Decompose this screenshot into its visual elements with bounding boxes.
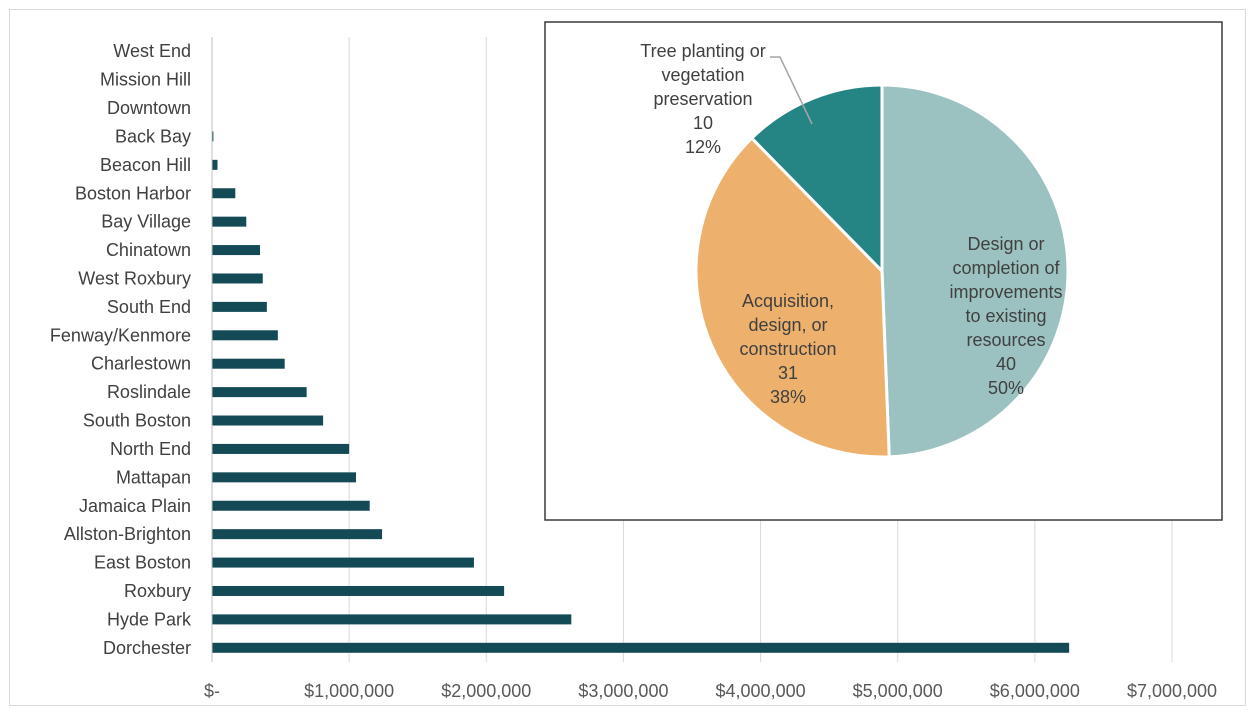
- category-label-boston-harbor: Boston Harbor: [75, 183, 191, 203]
- x-tick-label: $6,000,000: [990, 681, 1080, 701]
- pie-leader-line: [770, 56, 813, 125]
- category-label-west-roxbury: West Roxbury: [78, 268, 191, 288]
- bar-series: [212, 131, 1070, 653]
- x-axis-tick-labels: $- $1,000,000 $2,000,000 $3,000,000 $4,000,0…: [204, 681, 1217, 701]
- category-label-north-end: North End: [110, 439, 191, 459]
- bar-jamaica-plain: [212, 500, 370, 511]
- pie-inset: Design or completion of improvements to exi…: [544, 21, 1223, 521]
- bar-west-roxbury: [212, 273, 263, 284]
- bar-roxbury: [212, 585, 505, 596]
- bar-east-boston: [212, 557, 474, 568]
- bar-bay-village: [212, 216, 247, 227]
- category-label-mattapan: Mattapan: [116, 467, 191, 487]
- category-label-roxbury: Roxbury: [124, 581, 191, 601]
- category-label-hyde-park: Hyde Park: [107, 609, 192, 629]
- pie-labels: Design or completion of improvements to exi…: [640, 41, 1062, 407]
- pie-label-improvements: Design or completion of improvements to exi…: [949, 234, 1062, 398]
- bar-boston-harbor: [212, 188, 236, 199]
- x-tick-label: $4,000,000: [716, 681, 806, 701]
- pie-label-tree-planting: Tree planting or vegetation preservation 10…: [640, 41, 765, 157]
- bar-charlestown: [212, 358, 285, 369]
- category-label-west-end: West End: [113, 41, 191, 61]
- x-tick-label: $2,000,000: [441, 681, 531, 701]
- category-labels: West End Mission Hill Downtown Back Bay Beac…: [50, 41, 192, 658]
- pie-chart: [694, 83, 1070, 459]
- pie-slice-improvements: [880, 83, 1070, 459]
- bar-back-bay: [212, 131, 214, 142]
- category-label-east-boston: East Boston: [94, 553, 191, 573]
- pie-slice-acquisition: [694, 136, 891, 459]
- category-label-south-boston: South Boston: [83, 411, 191, 431]
- bar-mattapan: [212, 472, 356, 483]
- pie-label-acquisition: Acquisition, design, or construction 31 38%: [739, 291, 836, 407]
- category-label-beacon-hill: Beacon Hill: [100, 155, 191, 175]
- category-label-charlestown: Charlestown: [91, 354, 191, 374]
- bar-roslindale: [212, 387, 307, 398]
- pie-slice-tree-planting: [749, 83, 884, 275]
- category-label-chinatown: Chinatown: [106, 240, 191, 260]
- category-label-mission-hill: Mission Hill: [100, 70, 191, 90]
- x-tick-label: $1,000,000: [304, 681, 394, 701]
- category-label-south-end: South End: [107, 297, 191, 317]
- category-label-downtown: Downtown: [107, 98, 191, 118]
- bar-hyde-park: [212, 614, 572, 625]
- x-tick-label: $7,000,000: [1127, 681, 1217, 701]
- category-label-back-bay: Back Bay: [115, 126, 191, 146]
- category-label-allston-brighton: Allston-Brighton: [64, 524, 191, 544]
- x-tick-label: $-: [204, 681, 220, 701]
- bar-south-boston: [212, 415, 324, 426]
- x-tick-label: $3,000,000: [578, 681, 668, 701]
- bar-fenway-kenmore: [212, 330, 278, 341]
- category-label-dorchester: Dorchester: [103, 638, 191, 658]
- category-label-bay-village: Bay Village: [101, 212, 191, 232]
- bar-dorchester: [212, 642, 1070, 653]
- x-tick-label: $5,000,000: [853, 681, 943, 701]
- bar-beacon-hill: [212, 159, 218, 170]
- category-label-fenway-kenmore: Fenway/Kenmore: [50, 325, 191, 345]
- bar-chinatown: [212, 245, 260, 256]
- bar-south-end: [212, 301, 267, 312]
- category-label-jamaica-plain: Jamaica Plain: [79, 496, 191, 516]
- bar-north-end: [212, 443, 350, 454]
- bar-allston-brighton: [212, 529, 383, 540]
- category-label-roslindale: Roslindale: [107, 382, 191, 402]
